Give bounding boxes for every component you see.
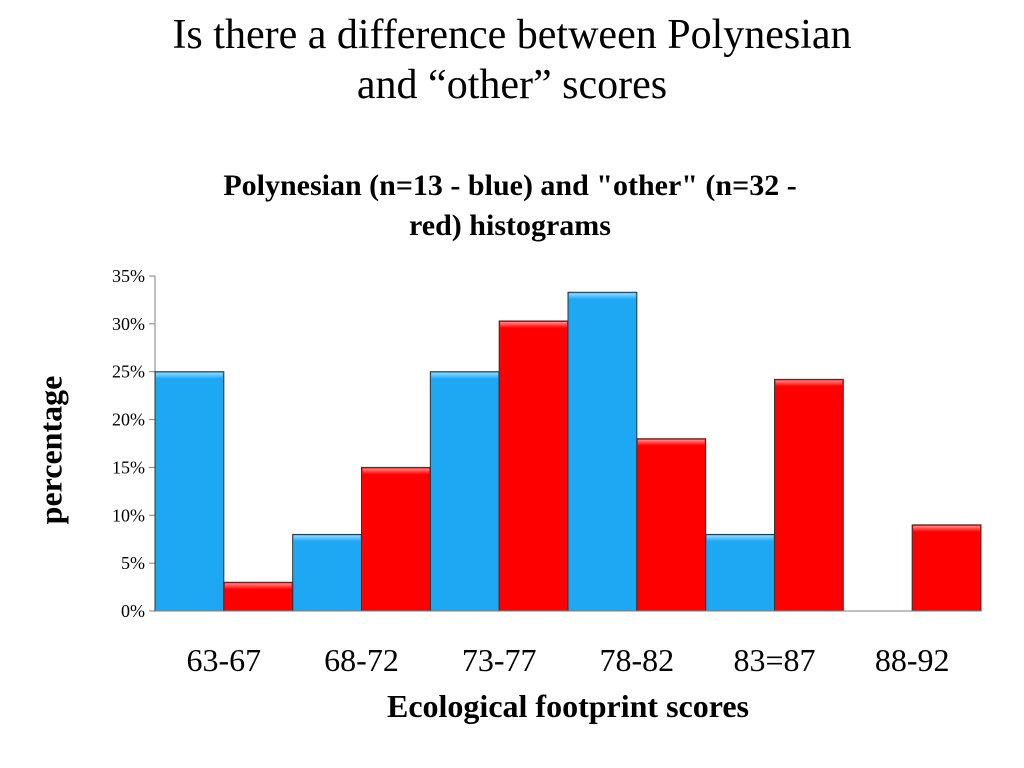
slide-title: Is there a difference between Polynesian… bbox=[0, 10, 1024, 110]
bar-highlight bbox=[500, 321, 567, 328]
slide-title-line-1: Is there a difference between Polynesian bbox=[172, 12, 852, 58]
y-tick-label: 25% bbox=[112, 362, 145, 382]
bar-highlight bbox=[775, 380, 843, 387]
x-tick-label: 78-82 bbox=[600, 642, 675, 678]
x-tick-label: 83=87 bbox=[733, 642, 815, 678]
y-tick-label: 5% bbox=[121, 553, 145, 573]
x-tick-label: 88-92 bbox=[875, 642, 950, 678]
slide-title-line-2: and “other” scores bbox=[356, 62, 668, 108]
bar bbox=[774, 378, 844, 612]
bar-highlight bbox=[293, 535, 361, 542]
y-tick-label: 20% bbox=[112, 410, 145, 430]
bars bbox=[154, 291, 982, 612]
bar-highlight bbox=[362, 468, 430, 475]
bar bbox=[429, 371, 500, 612]
bar bbox=[361, 466, 431, 612]
chart-title-line-2: red) histograms bbox=[409, 209, 611, 242]
bar-highlight bbox=[224, 583, 292, 590]
chart-title: Polynesian (n=13 - blue) and "other" (n=… bbox=[100, 166, 920, 246]
x-tick-label: 63-67 bbox=[187, 642, 262, 678]
bar-highlight bbox=[569, 293, 636, 300]
y-axis-label: percentage bbox=[32, 375, 69, 525]
bar bbox=[567, 291, 638, 612]
x-axis-label: Ecological footprint scores bbox=[386, 688, 749, 724]
bar-highlight bbox=[637, 439, 705, 446]
bar-highlight bbox=[913, 525, 980, 532]
y-tick-label: 0% bbox=[121, 601, 145, 621]
bar bbox=[498, 320, 569, 612]
bar bbox=[292, 533, 362, 612]
bar bbox=[636, 438, 707, 612]
x-tick-label: 73-77 bbox=[462, 642, 537, 678]
y-tick-label: 30% bbox=[112, 314, 145, 334]
bar-highlight bbox=[156, 372, 223, 379]
y-tick-label: 15% bbox=[112, 457, 145, 477]
x-axis: 63-67 68-72 73-77 78-82 83=87 88-92 bbox=[155, 610, 981, 678]
bar bbox=[154, 371, 225, 612]
y-axis: 0% 5% 10% 15% 20% 25% 30% 35% bbox=[112, 266, 156, 621]
x-tick-label: 68-72 bbox=[324, 642, 399, 678]
bar-highlight bbox=[431, 372, 499, 379]
y-tick-label: 10% bbox=[112, 505, 145, 525]
bar bbox=[705, 533, 776, 612]
y-tick-label: 35% bbox=[112, 266, 145, 286]
chart-title-line-1: Polynesian (n=13 - blue) and "other" (n=… bbox=[223, 169, 797, 202]
bar-highlight bbox=[706, 535, 774, 542]
bar bbox=[911, 524, 982, 612]
